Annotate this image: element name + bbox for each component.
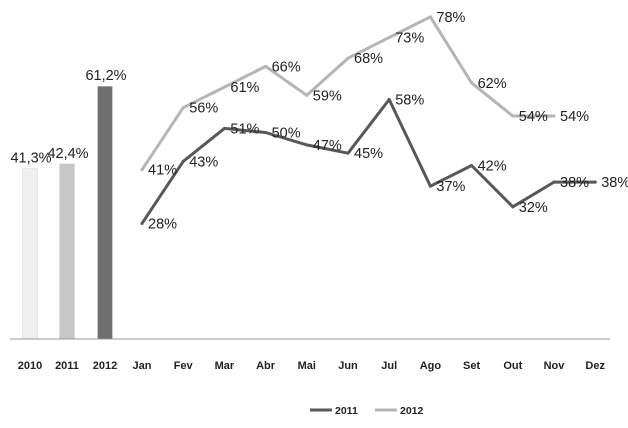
point-2012-set	[470, 81, 474, 85]
point-2011-jul	[387, 97, 391, 101]
point-2012-jul	[387, 36, 391, 40]
data-labels: 41,3%42,4% 61,2% 28% 43% 51% 50% 47% 45% 58% 37% 4…	[10, 10, 628, 233]
point-2011-out	[511, 205, 515, 209]
point-2011-mai	[305, 143, 309, 147]
x-tick-set: Set	[463, 360, 480, 372]
label-2011-jan: 28%	[148, 216, 177, 232]
label-2012-mar: 61%	[230, 80, 259, 96]
point-2012-nov	[552, 114, 556, 118]
point-2012-out	[511, 114, 515, 118]
label-2011-nov: 38%	[560, 175, 589, 191]
lines-group	[140, 15, 597, 225]
point-2011-nov	[552, 180, 556, 184]
legend-label-2011: 2011	[335, 405, 358, 417]
x-tick-mar: Mar	[215, 360, 235, 372]
label-2012-set: 62%	[478, 76, 507, 92]
label-2011-mai: 47%	[313, 138, 342, 154]
label-2011-mar: 51%	[230, 121, 259, 137]
point-2011-abr	[264, 131, 268, 134]
x-tick-2012: 2012	[93, 360, 117, 372]
bar-label-2012: 61,2%	[85, 68, 126, 84]
point-2011-set	[470, 164, 474, 168]
label-2011-abr: 50%	[272, 126, 301, 142]
label-2012-out: 54%	[519, 109, 548, 125]
label-2012-fev: 56%	[189, 101, 218, 117]
label-2012-jul: 73%	[395, 31, 424, 47]
point-2012-mar	[222, 85, 226, 89]
x-tick-jun: Jun	[338, 360, 358, 372]
bar-label-2010: 41,3%	[10, 150, 51, 166]
legend: 2011 2012	[310, 405, 424, 417]
point-2011-fev	[181, 159, 185, 163]
point-2012-abr	[264, 64, 268, 68]
point-2011-jan	[140, 221, 144, 225]
point-2012-jun	[346, 56, 350, 60]
x-tick-fev: Fev	[174, 360, 194, 372]
point-2011-ago	[428, 184, 432, 188]
x-tick-jan: Jan	[133, 360, 152, 372]
legend-label-2012: 2012	[400, 405, 424, 417]
x-tick-nov: Nov	[544, 360, 566, 372]
label-2011-set: 42%	[478, 159, 507, 175]
label-2011-out: 32%	[519, 200, 548, 216]
x-tick-out: Out	[503, 360, 522, 372]
label-2011-fev: 43%	[189, 154, 218, 170]
bar-label-2011: 42,4%	[47, 146, 88, 162]
point-2012-jan	[140, 168, 144, 172]
label-2012-nov: 54%	[560, 109, 589, 125]
label-2011-ago: 37%	[436, 179, 465, 195]
x-tick-jul: Jul	[381, 360, 397, 372]
point-2012-fev	[181, 106, 185, 110]
bar-2010	[22, 168, 38, 340]
bar-2011	[59, 163, 75, 340]
x-tick-dez: Dez	[585, 360, 605, 372]
point-2011-jun	[346, 151, 350, 155]
x-tick-abr: Abr	[256, 360, 276, 372]
x-tick-ago: Ago	[420, 360, 442, 372]
x-tick-labels: 2010 2011 2012 Jan Fev Mar Abr Mai Jun Jul Ago Set O…	[18, 360, 606, 372]
x-tick-mai: Mai	[298, 360, 316, 372]
point-2012-ago	[428, 15, 432, 19]
x-tick-2010: 2010	[18, 360, 42, 372]
point-2012-mai	[305, 93, 309, 97]
label-2011-jun: 45%	[354, 146, 383, 162]
bars-group	[22, 85, 113, 340]
label-2011-dez: 38%	[601, 175, 628, 191]
label-2012-ago: 78%	[436, 10, 465, 26]
bar-2012	[97, 85, 113, 340]
label-2012-jan: 41%	[148, 163, 177, 179]
point-2011-dez	[593, 180, 597, 184]
label-2012-mai: 59%	[313, 88, 342, 104]
label-2012-jun: 68%	[354, 51, 383, 67]
label-2012-abr: 66%	[272, 59, 301, 75]
point-2011-mar	[222, 126, 226, 130]
x-tick-2011: 2011	[55, 360, 79, 372]
label-2011-jul: 58%	[395, 92, 424, 108]
series-line-2011	[140, 98, 597, 225]
